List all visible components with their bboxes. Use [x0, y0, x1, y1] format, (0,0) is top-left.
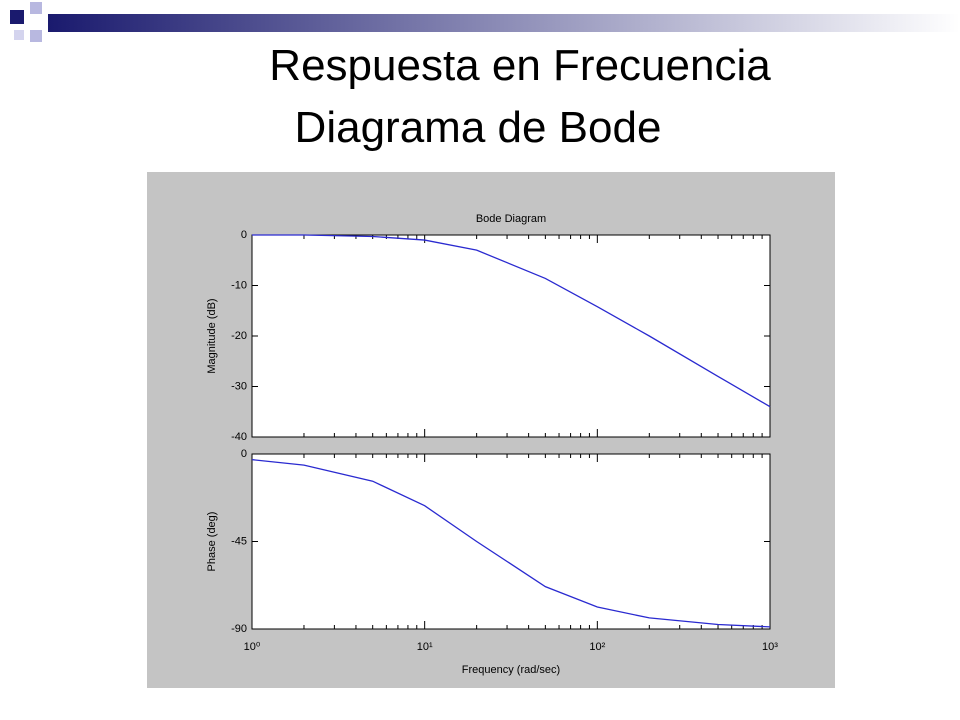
data-line: [251, 458, 771, 628]
data-line: [252, 234, 771, 408]
y-tick-label: -30: [231, 380, 247, 392]
y-tick-label: -45: [231, 535, 247, 547]
chart-title: Bode Diagram: [476, 213, 546, 225]
y-tick-label: 0: [241, 448, 247, 460]
slide-title: Diagrama de Bode: [295, 103, 662, 152]
axes-box: [251, 453, 771, 630]
slide-title: Respuesta en Frecuencia: [269, 41, 771, 90]
x-tick-label: 10⁰: [244, 641, 261, 653]
y-axis-label: Magnitude (dB): [206, 298, 218, 373]
axes-box: [251, 234, 771, 438]
y-tick-label: 0: [241, 229, 247, 241]
y-tick-label: -90: [231, 623, 247, 635]
x-tick-label: 10²: [589, 641, 605, 653]
plot-area: Bode Diagram Magnitude (dB) -40 -30 -20 -10 0 P…: [206, 213, 778, 676]
x-axis-label: Frequency (rad/sec): [462, 664, 560, 676]
decoration: [10, 2, 960, 42]
x-tick-label: 10³: [762, 641, 778, 653]
y-tick-label: -20: [231, 330, 247, 342]
y-axis-label: Phase (deg): [206, 512, 218, 572]
x-tick-label: 10¹: [417, 641, 433, 653]
y-tick-label: -40: [231, 431, 247, 443]
y-tick-label: -10: [231, 279, 247, 291]
